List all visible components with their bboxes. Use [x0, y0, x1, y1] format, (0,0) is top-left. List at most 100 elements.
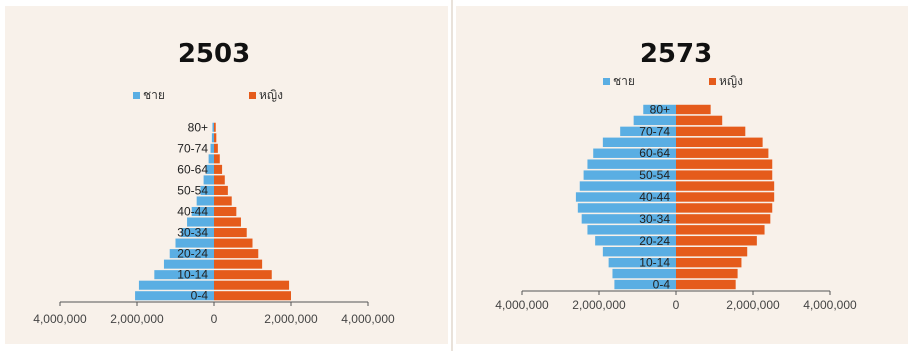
bar-male-65-69 — [208, 154, 214, 164]
bar-female-75-79 — [214, 133, 217, 143]
bar-female-15-19 — [214, 259, 263, 269]
bar-male-35-39 — [187, 217, 214, 227]
x-tick-label: 4,000,000 — [33, 312, 87, 326]
bar-female-55-59 — [214, 175, 225, 185]
bar-female-20-24 — [214, 249, 259, 259]
age-label: 50-54 — [177, 183, 208, 197]
bar-male-25-29 — [175, 238, 214, 248]
bar-male-10-14 — [608, 257, 676, 268]
bar-male-60-64 — [593, 148, 676, 158]
bar-female-30-34 — [214, 228, 247, 238]
bar-female-0-4 — [214, 291, 291, 301]
bars — [135, 122, 291, 301]
bar-male-80+ — [643, 104, 676, 115]
age-label: 80+ — [188, 120, 208, 134]
age-labels: 0-4 10-14 20-24 30-34 40-44 50-54 60-64 70-74 80… — [639, 102, 670, 291]
legend-swatch-female — [249, 92, 256, 99]
bar-female-50-54 — [214, 185, 228, 195]
bar-male-30-34 — [181, 228, 214, 238]
x-tick-label: 2,000,000 — [264, 312, 318, 326]
bar-female-10-14 — [214, 270, 272, 280]
bar-male-55-59 — [203, 175, 214, 185]
bar-male-60-64 — [206, 164, 214, 174]
bar-male-50-54 — [583, 170, 676, 180]
bar-male-15-19 — [602, 247, 676, 257]
age-label: 0-4 — [653, 278, 671, 292]
bar-female-45-49 — [214, 196, 232, 206]
x-tick-label: 4,000,000 — [341, 312, 395, 326]
bar-female-65-69 — [214, 154, 220, 164]
bar-male-40-44 — [575, 192, 676, 202]
legend-label-male: ชาย — [143, 88, 165, 102]
bar-male-75-79 — [633, 115, 676, 126]
age-label: 10-14 — [177, 268, 208, 282]
bar-female-20-24 — [676, 236, 757, 246]
age-label: 30-34 — [639, 212, 670, 226]
bar-female-50-54 — [676, 170, 773, 180]
age-label: 60-64 — [177, 162, 208, 176]
legend-swatch-female — [709, 78, 716, 85]
bar-female-65-69 — [676, 137, 763, 147]
bar-female-45-49 — [676, 181, 775, 191]
bar-female-70-74 — [214, 143, 218, 153]
x-tick-label: 4,000,000 — [495, 298, 549, 312]
bar-female-35-39 — [676, 203, 773, 213]
bar-female-70-74 — [676, 126, 746, 137]
bar-male-10-14 — [154, 270, 214, 280]
bar-male-40-44 — [191, 206, 214, 217]
bar-male-75-79 — [211, 133, 214, 143]
bar-male-30-34 — [581, 214, 676, 224]
bar-female-25-29 — [214, 238, 253, 248]
bar-male-45-49 — [196, 196, 214, 206]
bar-male-20-24 — [595, 236, 676, 246]
bar-male-80+ — [212, 122, 214, 132]
bar-female-30-34 — [676, 214, 771, 224]
age-label: 40-44 — [177, 205, 208, 219]
age-label: 0-4 — [191, 289, 209, 303]
bar-male-70-74 — [210, 143, 214, 153]
age-label: 70-74 — [639, 124, 670, 138]
bar-female-80+ — [676, 104, 711, 115]
x-axis: 4,000,000 2,000,000 0 2,000,000 4,000,000 — [33, 301, 395, 326]
chart-panel-2503: 2503 ชาย หญิง 0-4 10-14 20-24 30-34 40-44 50-… — [5, 6, 448, 344]
bar-male-15-19 — [163, 259, 214, 269]
bar-female-80+ — [214, 122, 216, 132]
bar-male-5-9 — [612, 268, 676, 279]
bar-male-20-24 — [169, 249, 214, 259]
x-tick-label: 2,000,000 — [110, 312, 164, 326]
age-label: 30-34 — [177, 226, 208, 240]
bar-female-15-19 — [676, 247, 748, 257]
age-label: 70-74 — [177, 141, 208, 155]
legend: ชาย หญิง — [603, 74, 743, 88]
bar-male-45-49 — [579, 181, 676, 191]
legend-label-female: หญิง — [259, 88, 283, 102]
bar-male-25-29 — [587, 225, 676, 235]
age-label: 20-24 — [639, 234, 670, 248]
bar-male-0-4 — [135, 291, 214, 301]
x-tick-label: 2,000,000 — [572, 298, 626, 312]
legend-swatch-male — [133, 92, 140, 99]
age-label: 20-24 — [177, 247, 208, 261]
bar-male-55-59 — [587, 159, 676, 169]
bar-female-75-79 — [676, 115, 723, 126]
legend-label-female: หญิง — [719, 74, 743, 88]
x-tick-label: 4,000,000 — [803, 298, 857, 312]
bars — [575, 104, 775, 290]
panel-divider — [451, 0, 453, 351]
legend: ชาย หญิง — [133, 88, 283, 102]
bar-female-35-39 — [214, 217, 241, 227]
bar-male-65-69 — [602, 137, 676, 147]
bar-female-55-59 — [676, 159, 773, 169]
age-labels: 0-4 10-14 20-24 30-34 40-44 50-54 60-64 70-74 80… — [177, 120, 208, 302]
age-label: 50-54 — [639, 168, 670, 182]
pyramid-chart-2503: 2503 ชาย หญิง 0-4 10-14 20-24 30-34 40-44 50-… — [33, 39, 395, 326]
bar-male-35-39 — [577, 203, 676, 213]
chart-title: 2503 — [178, 39, 250, 69]
bar-female-40-44 — [676, 192, 775, 202]
chart-panel-2573: 2573 ชาย หญิง 0-4 10-14 20-24 30-34 40-44 50-… — [456, 6, 908, 344]
age-label: 40-44 — [639, 190, 670, 204]
legend-swatch-male — [603, 78, 610, 85]
x-tick-label: 2,000,000 — [726, 298, 780, 312]
x-tick-label: 0 — [211, 312, 218, 326]
